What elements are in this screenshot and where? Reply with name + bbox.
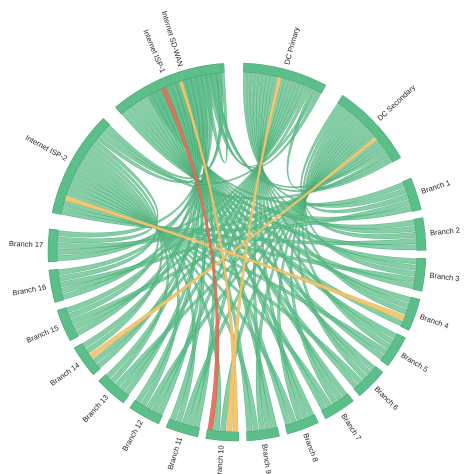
node-arc-b15[interactable]	[56, 307, 79, 342]
node-arc-b9[interactable]	[246, 427, 280, 442]
node-arc-b2[interactable]	[413, 217, 427, 251]
node-label-b3: Branch 3	[429, 271, 460, 284]
node-arc-b3[interactable]	[412, 257, 427, 292]
node-label-b10: Branch 10	[214, 445, 226, 474]
node-label-b17: Branch 17	[9, 239, 43, 249]
node-arc-b16[interactable]	[48, 268, 64, 303]
node-arc-b6[interactable]	[353, 366, 384, 397]
node-label-b4: Branch 4	[419, 312, 450, 331]
node-label-b8: Branch 8	[301, 432, 320, 463]
node-label-b5: Branch 5	[399, 351, 429, 375]
node-label-b6: Branch 6	[373, 384, 401, 411]
node-arc-isp2[interactable]	[51, 117, 111, 215]
node-label-b15: Branch 15	[25, 323, 60, 345]
node-label-b12: Branch 12	[120, 418, 145, 452]
node-label-b1: Branch 1	[420, 178, 451, 196]
node-arc-dcp[interactable]	[242, 62, 327, 94]
node-arc-b12[interactable]	[129, 399, 163, 425]
node-label-b13: Branch 13	[81, 393, 111, 424]
node-arc-b13[interactable]	[98, 374, 130, 404]
node-label-b9: Branch 9	[260, 443, 273, 474]
ribbon-layer	[56, 71, 418, 433]
node-label-dcs: DC Secondary	[375, 83, 417, 123]
node-label-b14: Branch 14	[48, 361, 81, 388]
node-arc-isp1[interactable]	[115, 63, 222, 115]
node-label-isp1: Internet ISP-1	[141, 28, 167, 74]
node-arc-b7[interactable]	[321, 393, 354, 420]
node-label-isp2: Internet ISP-2	[24, 133, 69, 163]
node-label-b7: Branch 7	[339, 412, 363, 442]
node-label-b2: Branch 2	[430, 226, 461, 238]
node-arc-b11[interactable]	[165, 418, 200, 438]
node-label-dcp: DC Primary	[282, 26, 301, 66]
node-label-b16: Branch 16	[12, 282, 47, 297]
node-label-b11: Branch 11	[166, 436, 184, 471]
node-arc-dcs[interactable]	[337, 94, 402, 163]
node-arc-b17[interactable]	[47, 228, 59, 263]
node-arc-b8[interactable]	[284, 414, 319, 435]
node-arc-b4[interactable]	[400, 296, 421, 331]
node-arc-b1[interactable]	[402, 177, 422, 212]
node-arc-b5[interactable]	[380, 333, 406, 367]
node-arc-b14[interactable]	[73, 342, 101, 376]
arc-layer	[47, 62, 427, 442]
node-arc-b10[interactable]	[205, 429, 239, 442]
